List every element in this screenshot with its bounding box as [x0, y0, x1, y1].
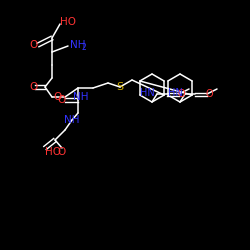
Text: NH: NH: [70, 40, 86, 50]
Text: 2: 2: [82, 44, 87, 52]
Text: NH: NH: [64, 115, 80, 125]
Text: O: O: [58, 147, 66, 157]
Text: O: O: [29, 40, 37, 50]
Text: S: S: [116, 82, 123, 92]
Text: HO: HO: [45, 147, 61, 157]
Text: O: O: [53, 92, 61, 102]
Text: NH: NH: [73, 92, 88, 102]
Text: O: O: [58, 95, 66, 105]
Text: HN: HN: [140, 88, 155, 98]
Text: HO: HO: [60, 17, 76, 27]
Text: O: O: [29, 82, 37, 92]
Text: O: O: [177, 89, 185, 99]
Text: HN: HN: [168, 88, 183, 98]
Text: O: O: [205, 89, 213, 99]
